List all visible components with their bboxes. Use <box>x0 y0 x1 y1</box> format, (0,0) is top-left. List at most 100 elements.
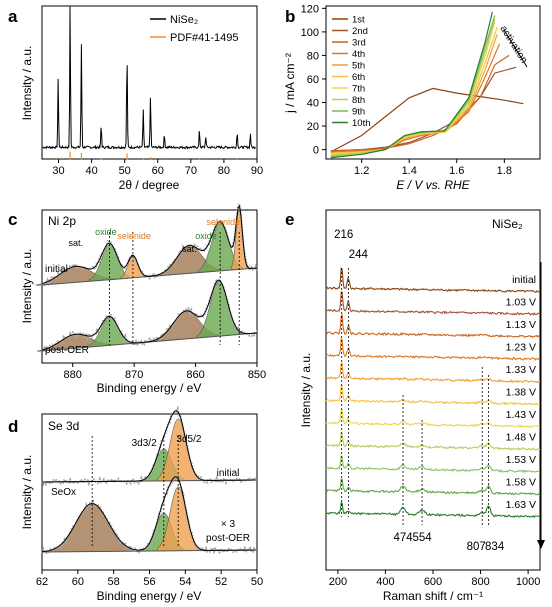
panel-a: a 30 40 50 60 70 80 90 NiSe₂ PDF#41-1495 2θ / d… <box>8 5 263 192</box>
raman-series-label: initial <box>512 274 536 286</box>
panel-d-xtick-label: 54 <box>179 576 191 588</box>
xps-raw-data <box>41 278 258 353</box>
panel-c-plot: sat.oxide selenidesat.oxideselenideinitia… <box>35 201 266 381</box>
raman-series-label: 1.03 V <box>506 297 536 309</box>
xps-peak-label: selenide <box>117 231 151 241</box>
raman-series-label: 1.48 V <box>506 432 536 444</box>
xps-envelope <box>41 476 256 553</box>
panel-b-xlabel: E / V vs. RHE <box>396 178 470 192</box>
raman-series-label: 1.58 V <box>506 477 536 489</box>
panel-b-ytick-label: 20 <box>307 121 319 133</box>
panel-e-xtick-label: 400 <box>376 576 394 588</box>
panel-label-a: a <box>8 7 18 26</box>
panel-d-xtick-label: 62 <box>36 576 48 588</box>
raman-spectrum <box>325 267 541 293</box>
raman-spectrum <box>325 409 541 429</box>
panel-e-xtick-label: 800 <box>471 576 489 588</box>
xps-peak-label: 3d3/2 <box>132 438 157 449</box>
panel-a-xlabel: 2θ / degree <box>119 178 180 192</box>
raman-series-label: 1.13 V <box>506 319 536 331</box>
raman-spectrum <box>325 291 540 316</box>
panel-e-trend-arrowhead <box>537 540 545 549</box>
panel-a-xtick-label: 40 <box>85 165 97 177</box>
panel-e-xtick-label: 1000 <box>516 576 540 588</box>
panel-c-xtick-label: 880 <box>64 369 82 381</box>
legend-entry: 5th <box>352 61 365 72</box>
lsv-curve <box>330 54 510 152</box>
raman-peak-label: 834 <box>485 541 505 553</box>
xps-envelope <box>41 204 258 285</box>
panel-b-ytick-label: 80 <box>307 50 319 62</box>
raman-peak-label: 554 <box>412 532 432 544</box>
legend-entry: 9th <box>352 107 365 118</box>
panel-e-plot: initial 1.03 V 1.13 V 1.23 V 1.33 V 1.38 V 1.4… <box>325 229 541 588</box>
panel-d-xtick-label: 52 <box>215 576 227 588</box>
panel-c-title: Ni 2p <box>48 214 76 228</box>
raman-series-label: 1.33 V <box>506 364 536 376</box>
panel-a-plot: 30 40 50 60 70 80 90 <box>42 6 263 177</box>
raman-series-label: 1.23 V <box>506 342 536 354</box>
legend-entry: 2nd <box>352 26 368 37</box>
xps-raw-data <box>41 201 259 287</box>
xps-peak-label: × 3 <box>221 519 236 530</box>
panel-c-ylabel: Intensity / a.u. <box>20 249 34 324</box>
panel-label-e: e <box>285 210 294 229</box>
panel-a-xtick-label: 90 <box>251 165 263 177</box>
panel-d: d Se 3d 3d3/2 3d5/2 initial SeOx × 3 post-OER… <box>8 404 263 603</box>
xps-peak-label: oxide <box>195 231 217 241</box>
spectrum-label-initial: initial <box>45 264 68 275</box>
raman-spectrum <box>325 478 541 496</box>
raman-peak-label: 807 <box>467 541 486 553</box>
legend-entry: 6th <box>352 72 365 83</box>
xps-peak-label: sat. <box>182 244 197 254</box>
legend-entry: 1st <box>352 15 365 26</box>
lsv-curve <box>330 43 501 153</box>
panel-a-legend: NiSe₂ PDF#41-1495 <box>150 14 239 44</box>
panel-e-xlabel: Raman shift / cm⁻¹ <box>383 589 483 603</box>
panel-a-xtick-label: 30 <box>52 165 64 177</box>
panel-d-title: Se 3d <box>48 419 79 433</box>
panel-c-xtick-label: 870 <box>125 369 143 381</box>
panel-a-xtick-label: 70 <box>185 165 197 177</box>
panel-b-ytick-label: 120 <box>301 3 319 15</box>
raman-peak-label: 474 <box>393 532 413 544</box>
lsv-curve <box>330 87 524 153</box>
panel-c: c Ni 2p sat.oxide selenidesat.oxideseleni… <box>8 201 266 395</box>
spectrum-label-post-oer: post-OER <box>45 345 89 356</box>
panel-b-frame <box>325 5 541 160</box>
panel-d-xtick-label: 56 <box>143 576 155 588</box>
raman-peak-label: 244 <box>349 249 369 261</box>
legend-entry: 8th <box>352 95 365 106</box>
raman-series-label: 1.38 V <box>506 387 536 399</box>
panel-label-d: d <box>8 417 18 436</box>
panel-d-plot: 3d3/2 3d5/2 initial SeOx × 3 post-OER 62 60 58 56… <box>36 404 263 588</box>
raman-spectrum <box>325 454 541 474</box>
xps-envelope <box>42 410 256 483</box>
xps-peak-label: selenide <box>206 217 240 227</box>
panel-d-xtick-label: 58 <box>108 576 120 588</box>
legend-entry: 7th <box>352 84 365 95</box>
xps-component <box>196 280 242 339</box>
raman-spectrum <box>325 501 541 519</box>
raman-spectrum <box>325 313 541 339</box>
lsv-curve <box>330 18 496 157</box>
panel-e-ylabel: Intensity / a.u. <box>299 353 313 428</box>
xrd-pattern-line <box>42 6 257 150</box>
panel-d-xtick-label: 50 <box>251 576 263 588</box>
legend-entry: NiSe₂ <box>170 14 198 26</box>
panel-b-activation-arrow <box>503 29 528 68</box>
legend-entry: 3rd <box>352 38 366 49</box>
panel-label-b: b <box>285 7 295 26</box>
panel-e-xtick-label: 200 <box>329 576 347 588</box>
panel-e-xtick-label: 600 <box>424 576 442 588</box>
panel-b-xtick-label: 1.8 <box>497 165 512 177</box>
legend-entry: 10th <box>352 118 371 129</box>
raman-spectrum <box>326 362 541 384</box>
panel-b: b 1.2 1.4 1.6 1.8 0 20 40 60 80 100 120 1st2nd3rd4… <box>283 3 541 192</box>
legend-entry: 4th <box>352 49 365 60</box>
panel-d-xlabel: Binding energy / eV <box>97 589 202 603</box>
panel-c-xtick-label: 850 <box>248 369 266 381</box>
panel-b-xtick-label: 1.2 <box>354 165 369 177</box>
